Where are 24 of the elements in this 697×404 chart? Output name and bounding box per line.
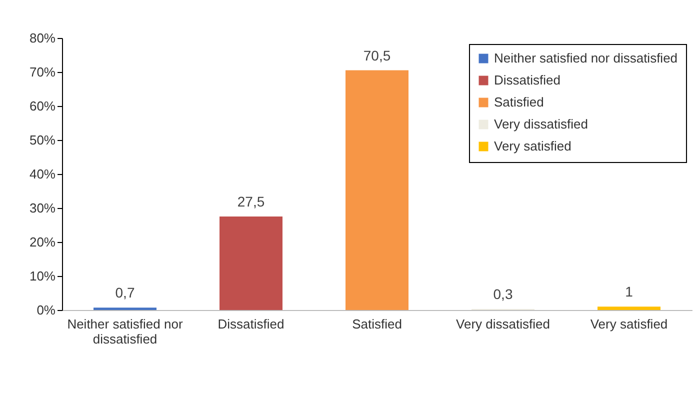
legend-label: Satisfied (494, 94, 544, 110)
y-tick-label: 0% (36, 302, 56, 318)
y-tick-label: 70% (29, 64, 56, 80)
data-label: 70,5 (363, 47, 391, 64)
x-tick-label: Neither satisfied nor dissatisfied (67, 316, 184, 346)
y-tick-label: 60% (29, 98, 56, 114)
data-label: 27,5 (237, 194, 265, 210)
legend-label: Neither satisfied nor dissatisfied (494, 50, 678, 66)
data-label: 1 (625, 284, 634, 300)
legend-label: Very dissatisfied (494, 116, 588, 132)
data-label: 0,3 (493, 286, 513, 302)
x-tick-label: Satisfied (352, 316, 402, 332)
x-tick-label: Very dissatisfied (456, 316, 550, 332)
legend-label: Very satisfied (494, 138, 572, 154)
x-tick-label: Very satisfied (590, 316, 668, 332)
y-tick-label: 40% (29, 166, 56, 182)
y-tick-label: 50% (29, 132, 56, 148)
y-tick-label: 30% (29, 200, 56, 216)
x-tick-label: Dissatisfied (218, 316, 284, 332)
y-tick-label: 10% (29, 268, 56, 284)
y-tick-label: 20% (29, 234, 56, 250)
legend-label: Dissatisfied (494, 72, 560, 88)
y-tick-label: 80% (29, 30, 56, 46)
data-label: 0,7 (115, 284, 135, 301)
